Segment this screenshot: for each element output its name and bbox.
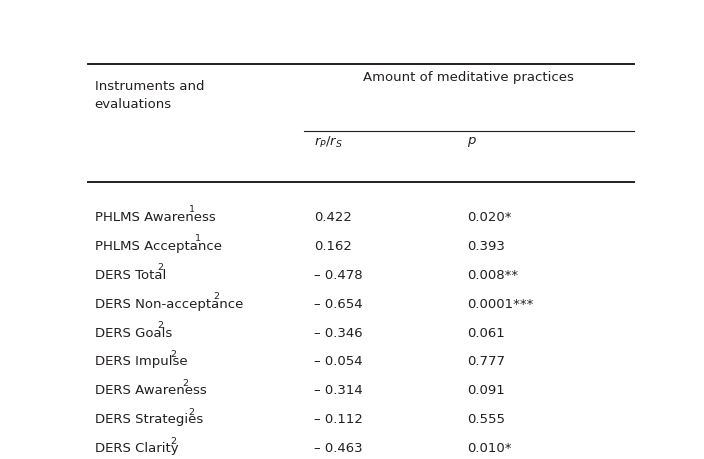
Text: PHLMS Awareness: PHLMS Awareness: [94, 211, 215, 224]
Text: – 0.054: – 0.054: [315, 355, 363, 369]
Text: DERS Impulse: DERS Impulse: [94, 355, 187, 369]
Text: PHLMS Acceptance: PHLMS Acceptance: [94, 240, 222, 252]
Text: 0.422: 0.422: [315, 211, 352, 224]
Text: 2: 2: [157, 321, 163, 330]
Text: 0.555: 0.555: [467, 414, 505, 426]
Text: 0.777: 0.777: [467, 355, 505, 369]
Text: – 0.314: – 0.314: [315, 385, 363, 397]
Text: Amount of meditative practices: Amount of meditative practices: [363, 71, 574, 84]
Text: 0.061: 0.061: [467, 326, 505, 340]
Text: 2: 2: [189, 408, 195, 417]
Text: 2: 2: [214, 292, 220, 301]
Text: 2: 2: [157, 263, 163, 272]
Text: 1: 1: [195, 234, 201, 243]
Text: $r_\mathit{P}/r_\mathit{S}$: $r_\mathit{P}/r_\mathit{S}$: [315, 134, 344, 150]
Text: DERS Awareness: DERS Awareness: [94, 385, 206, 397]
Text: DERS Non-acceptance: DERS Non-acceptance: [94, 297, 243, 311]
Text: – 0.346: – 0.346: [315, 326, 363, 340]
Text: 1: 1: [189, 205, 195, 214]
Text: 0.393: 0.393: [467, 240, 505, 252]
Text: 0.0001***: 0.0001***: [467, 297, 534, 311]
Text: 2: 2: [170, 437, 176, 446]
Text: – 0.463: – 0.463: [315, 442, 363, 455]
Text: DERS Strategies: DERS Strategies: [94, 414, 203, 426]
Text: 0.008**: 0.008**: [467, 269, 518, 281]
Text: 2: 2: [170, 350, 176, 359]
Text: 0.020*: 0.020*: [467, 211, 512, 224]
Text: DERS Total: DERS Total: [94, 269, 166, 281]
Text: 0.010*: 0.010*: [467, 442, 512, 455]
Text: DERS Goals: DERS Goals: [94, 326, 172, 340]
Text: DERS Clarity: DERS Clarity: [94, 442, 178, 455]
Text: 0.162: 0.162: [315, 240, 352, 252]
Text: – 0.112: – 0.112: [315, 414, 363, 426]
Text: Instruments and
evaluations: Instruments and evaluations: [94, 80, 204, 112]
Text: $p$: $p$: [467, 134, 477, 149]
Text: – 0.478: – 0.478: [315, 269, 363, 281]
Text: 2: 2: [182, 379, 189, 388]
Text: 0.091: 0.091: [467, 385, 505, 397]
Text: – 0.654: – 0.654: [315, 297, 363, 311]
